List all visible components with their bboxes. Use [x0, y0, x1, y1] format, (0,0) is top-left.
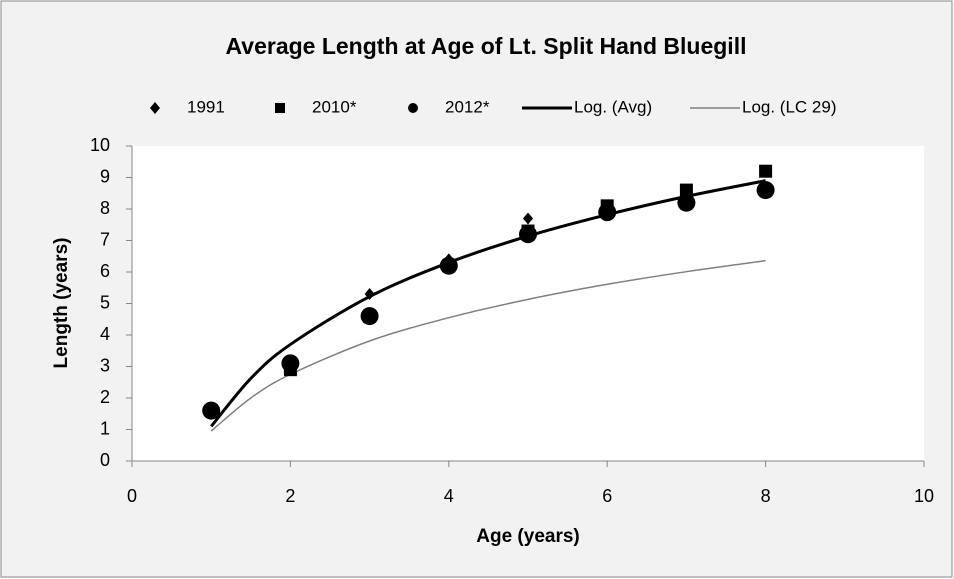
legend-marker — [150, 102, 160, 114]
y-tick-label: 8 — [100, 198, 110, 218]
legend-label: 1991 — [187, 97, 225, 116]
x-tick-label: 8 — [761, 486, 771, 506]
y-tick-label: 1 — [100, 418, 110, 438]
plot-area — [132, 146, 924, 461]
diamond-marker — [523, 212, 533, 225]
legend-marker — [275, 103, 285, 113]
x-tick-label: 2 — [285, 486, 295, 506]
legend-label: 2012* — [445, 97, 490, 116]
circle-marker — [677, 193, 696, 212]
legend-label: Log. (Avg) — [574, 97, 652, 116]
chart-title: Average Length at Age of Lt. Split Hand … — [226, 33, 747, 59]
circle-marker — [519, 225, 537, 244]
y-tick-label: 3 — [100, 355, 110, 375]
circle-marker — [756, 181, 775, 200]
x-tick-label: 6 — [602, 486, 612, 506]
legend-marker — [408, 103, 418, 113]
x-tick-label: 10 — [914, 486, 934, 506]
y-tick-label: 10 — [90, 135, 110, 155]
legend-label: Log. (LC 29) — [742, 97, 837, 116]
y-tick-label: 5 — [100, 292, 110, 312]
y-tick-label: 0 — [100, 450, 110, 470]
y-tick-label: 4 — [100, 324, 110, 344]
y-tick-label: 7 — [100, 229, 110, 249]
y-axis-title: Length (years) — [51, 238, 72, 369]
legend-label: 2010* — [312, 97, 357, 116]
square-marker — [759, 164, 773, 178]
x-tick-label: 4 — [444, 486, 454, 506]
trendline — [210, 259, 766, 432]
circle-marker — [281, 354, 300, 373]
circle-marker — [598, 203, 617, 222]
diamond-marker — [364, 288, 375, 301]
y-tick-label: 2 — [100, 387, 110, 407]
x-tick-label: 0 — [127, 486, 137, 506]
square-marker — [679, 183, 693, 197]
circle-marker — [439, 256, 458, 275]
x-axis-title: Age (years) — [476, 526, 580, 547]
circle-marker — [360, 307, 379, 326]
y-tick-label: 9 — [100, 166, 110, 186]
circle-marker — [202, 401, 221, 420]
y-tick-label: 6 — [100, 261, 110, 281]
